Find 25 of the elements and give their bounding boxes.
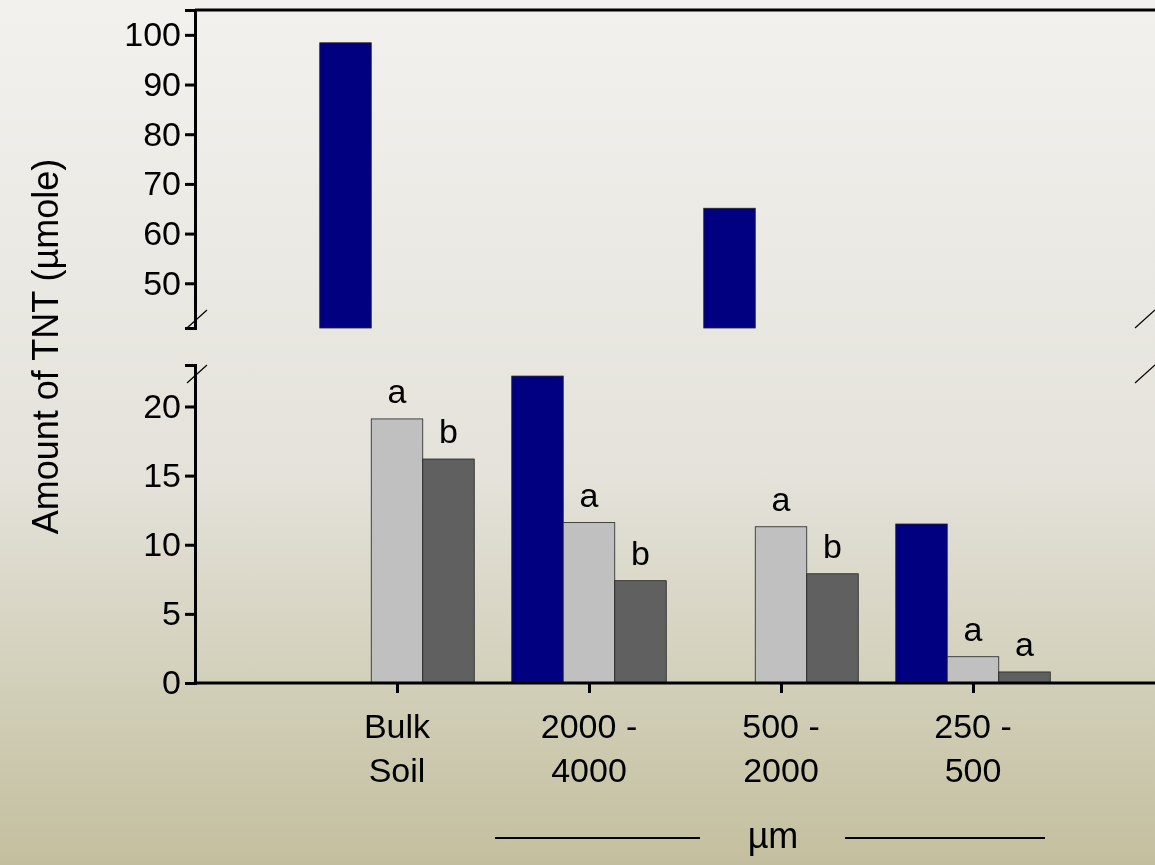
- y-tick-label: 50: [143, 263, 181, 302]
- data-label: a: [387, 371, 407, 410]
- data-label: a: [771, 479, 791, 518]
- x-tick-label: 2000 - 4000: [540, 707, 638, 789]
- y-tick-label: 70: [143, 164, 181, 203]
- y-tick-label: 80: [143, 114, 181, 153]
- x-tick-label: 500 - 2000: [742, 707, 820, 789]
- x-tick-label: Bulk Soil: [363, 707, 432, 789]
- x-tick-label: 250 - 500: [934, 707, 1012, 789]
- y-tick-label: 100: [124, 15, 181, 54]
- y-axis-title: Amount of TNT (µmole): [25, 158, 66, 535]
- data-label: a: [1015, 624, 1035, 663]
- data-label: a: [963, 609, 983, 648]
- data-label: b: [823, 526, 842, 565]
- y-tick-label: 20: [143, 386, 181, 425]
- y-tick-label: 90: [143, 64, 181, 103]
- y-tick-label: 5: [162, 594, 181, 633]
- y-tick-label: 10: [143, 525, 181, 564]
- y-tick-label: 0: [162, 663, 181, 702]
- y-tick-label: 15: [143, 455, 181, 494]
- y-tick-label: 60: [143, 213, 181, 252]
- data-label: a: [579, 475, 599, 514]
- data-label: b: [439, 412, 458, 451]
- x-axis-title: µm: [747, 815, 799, 856]
- data-label: b: [631, 533, 650, 572]
